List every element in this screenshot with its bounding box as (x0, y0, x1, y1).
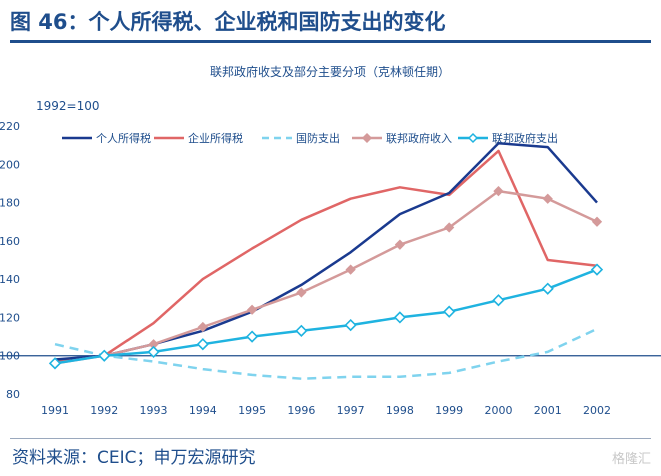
figure-title: 图 46：个人所得税、企业税和国防支出的变化 (10, 10, 446, 34)
data-point-revenue (493, 185, 504, 197)
legend-label-revenue: 联邦政府收入 (386, 131, 452, 145)
data-point-revenue (197, 321, 208, 333)
series-line-revenue (54, 189, 598, 365)
data-point-spending (590, 263, 604, 276)
data-point-revenue (246, 304, 258, 315)
y-tick-label: 220 (0, 120, 20, 133)
legend: 个人所得税 企业所得税 国防支出 联邦政府收入 联邦政府支出 (62, 131, 558, 145)
series-lines (48, 141, 604, 380)
data-point-spending (48, 357, 62, 370)
x-tick-label: 1994 (189, 404, 217, 417)
x-axis: 1991 1992 1993 1994 1995 1996 1997 1998 1999 2000… (41, 404, 611, 417)
base-label: 1992=100 (36, 99, 100, 113)
data-point-revenue (444, 222, 455, 233)
data-point-spending (541, 282, 554, 295)
data-point-revenue (591, 216, 603, 227)
series-line-defense (54, 327, 598, 380)
data-point-revenue (542, 193, 553, 204)
x-tick-label: 2002 (583, 404, 611, 417)
data-point-spending (196, 338, 209, 351)
data-point-spending (295, 324, 308, 337)
y-tick-label: 160 (0, 235, 20, 248)
source-note: 资料来源：CEIC；申万宏源研究 (12, 448, 256, 468)
data-point-spending (245, 330, 259, 343)
x-tick-label: 1991 (41, 404, 69, 417)
legend-marker-spending (467, 132, 479, 144)
legend-label-spending: 联邦政府支出 (492, 131, 558, 145)
y-tick-label: 120 (0, 311, 20, 324)
x-tick-label: 1997 (337, 404, 365, 417)
x-tick-label: 1993 (140, 404, 168, 417)
legend-label-corporate_tax: 企业所得税 (188, 131, 243, 145)
legend-label-defense: 国防支出 (296, 131, 340, 145)
x-tick-label: 1996 (287, 404, 315, 417)
data-point-spending (98, 349, 111, 362)
data-point-revenue (394, 239, 406, 250)
watermark: 格隆汇 (611, 452, 651, 467)
legend-marker-revenue (361, 132, 373, 144)
x-tick-label: 1998 (386, 404, 414, 417)
series-line-spending (54, 268, 598, 365)
chart-svg: 联邦政府收支及部分主要分项（克林顿任期） 1992=100 8010012014… (0, 64, 661, 417)
data-point-revenue (296, 287, 307, 298)
title-rule (10, 40, 651, 43)
x-tick-label: 2001 (534, 404, 562, 417)
x-tick-label: 2000 (484, 404, 512, 417)
data-point-spending (393, 311, 407, 324)
legend-label-personal_tax: 个人所得税 (96, 131, 151, 145)
y-tick-label: 180 (0, 197, 20, 210)
x-tick-label: 1995 (238, 404, 266, 417)
chart: 联邦政府收支及部分主要分项（克林顿任期） 1992=100 80 100 120 14… (0, 48, 661, 438)
data-point-spending (443, 305, 456, 318)
y-tick-label: 200 (0, 158, 20, 171)
y-tick-label: 80 (6, 388, 20, 401)
data-point-spending (344, 318, 357, 332)
x-tick-label: 1999 (435, 404, 463, 417)
data-point-spending (147, 345, 160, 359)
y-tick-label: 140 (0, 273, 20, 286)
data-point-spending (492, 294, 505, 307)
series-line-corporate_tax (54, 149, 598, 363)
x-tick-label: 1992 (90, 404, 118, 417)
data-point-revenue (345, 264, 356, 275)
source-rule (10, 438, 651, 439)
chart-title: 联邦政府收支及部分主要分项（克林顿任期） (210, 64, 450, 79)
